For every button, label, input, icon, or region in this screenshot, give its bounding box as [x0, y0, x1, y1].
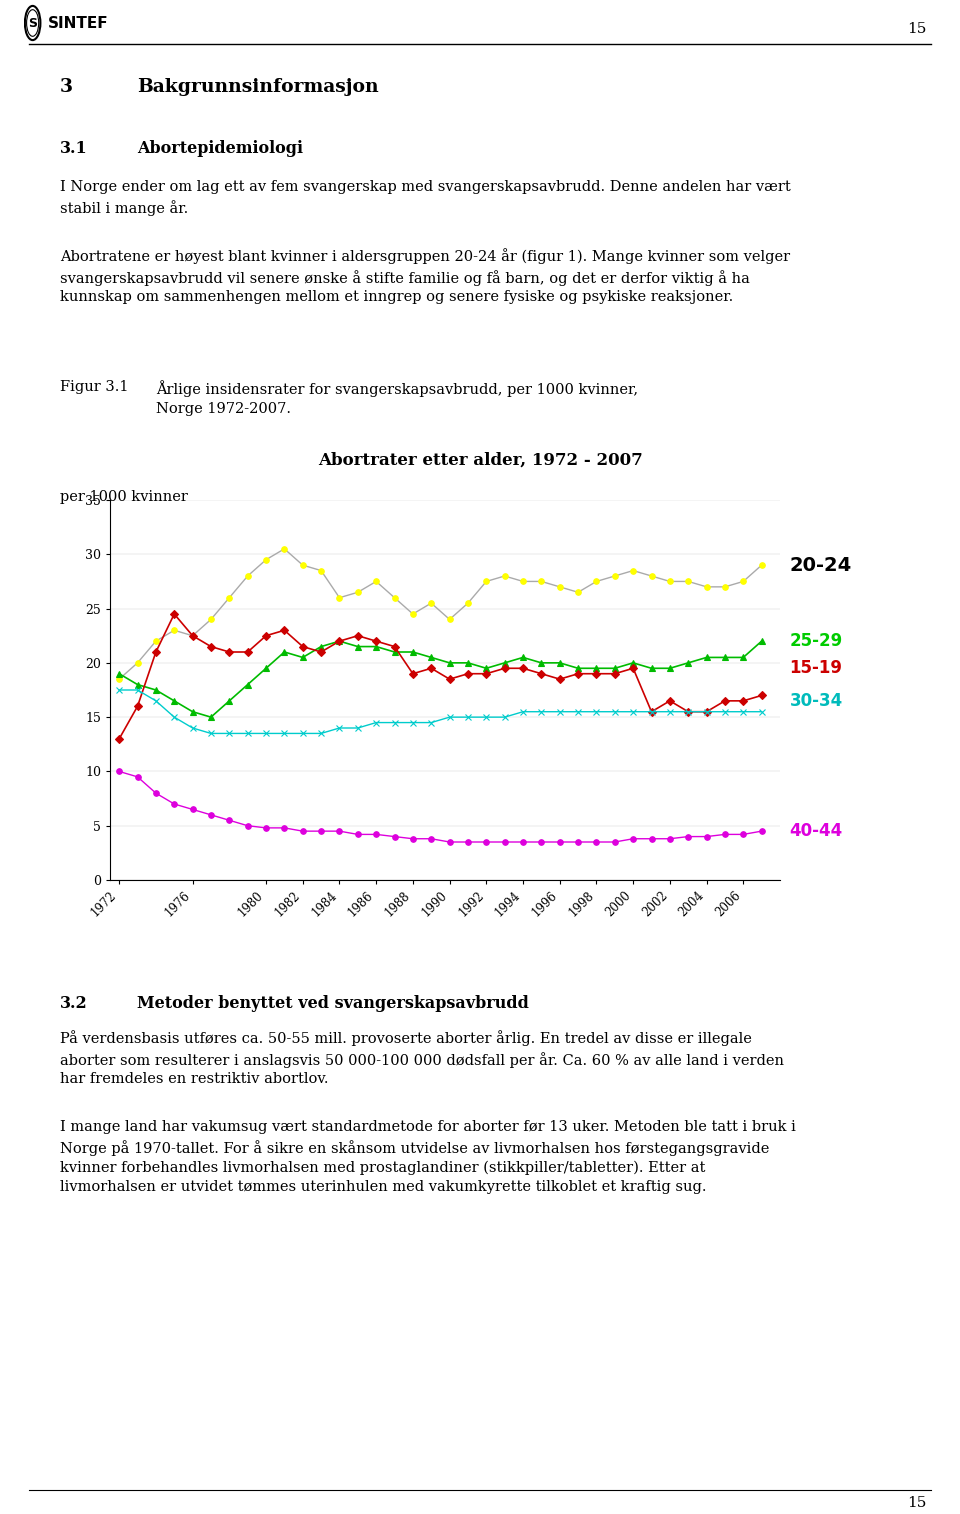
Text: Figur 3.1: Figur 3.1	[60, 380, 129, 394]
Text: SINTEF: SINTEF	[48, 15, 108, 30]
Text: 30-34: 30-34	[789, 692, 843, 710]
Text: Bakgrunnsinformasjon: Bakgrunnsinformasjon	[137, 79, 378, 95]
Text: S: S	[28, 17, 37, 30]
Text: 25-29: 25-29	[789, 633, 843, 650]
Text: 3: 3	[60, 79, 73, 95]
Text: Abortepidemiologi: Abortepidemiologi	[137, 139, 302, 157]
Text: Metoder benyttet ved svangerskapsavbrudd: Metoder benyttet ved svangerskapsavbrudd	[137, 995, 529, 1011]
Text: 20-24: 20-24	[789, 556, 852, 575]
Text: På verdensbasis utføres ca. 50-55 mill. provoserte aborter årlig. En tredel av d: På verdensbasis utføres ca. 50-55 mill. …	[60, 1030, 784, 1087]
Text: I Norge ender om lag ett av fem svangerskap med svangerskapsavbrudd. Denne andel: I Norge ender om lag ett av fem svangers…	[60, 180, 791, 215]
Text: Årlige insidensrater for svangerskapsavbrudd, per 1000 kvinner,
Norge 1972-2007.: Årlige insidensrater for svangerskapsavb…	[156, 380, 638, 416]
Text: I mange land har vakumsug vært standardmetode for aborter før 13 uker. Metoden b: I mange land har vakumsug vært standardm…	[60, 1120, 796, 1195]
Text: 15: 15	[907, 1496, 926, 1509]
Text: 3.1: 3.1	[60, 139, 87, 157]
Text: 3.2: 3.2	[60, 995, 87, 1011]
Text: Abortratene er høyest blant kvinner i aldersgruppen 20-24 år (figur 1). Mange kv: Abortratene er høyest blant kvinner i al…	[60, 248, 790, 304]
Text: Abortrater etter alder, 1972 - 2007: Abortrater etter alder, 1972 - 2007	[318, 453, 642, 469]
Text: per 1000 kvinner: per 1000 kvinner	[60, 491, 188, 504]
Text: 15-19: 15-19	[789, 659, 843, 677]
Text: 40-44: 40-44	[789, 822, 843, 840]
Text: 15: 15	[907, 23, 926, 36]
